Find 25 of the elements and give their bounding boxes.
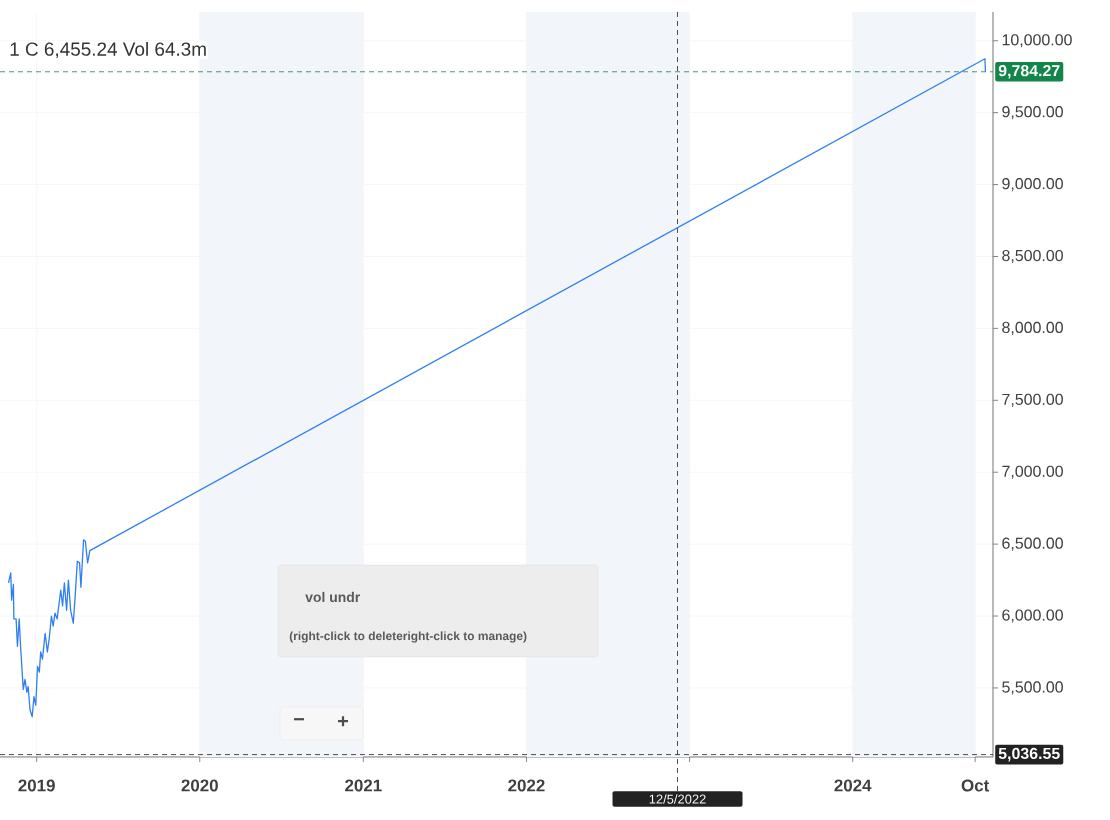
y-tick-label: 8,500.00	[1002, 249, 1063, 264]
y-tick-label: 10,000.00	[1002, 34, 1072, 48]
y-tick-label: 5,500.00	[1002, 681, 1063, 695]
y-tick-label: 9,500.00	[1002, 106, 1063, 120]
y-tick-label: 9,000.00	[1002, 177, 1063, 192]
y-tick-label: 7,500.00	[1002, 393, 1063, 407]
x-tick-label: 2019	[18, 779, 55, 792]
annotation: −	[294, 718, 304, 721]
y-tick-label: 8,000.00	[1002, 321, 1063, 335]
x-tick-label: 2021	[345, 779, 382, 792]
annotation: vol undr	[305, 591, 361, 603]
line-series	[7, 58, 987, 718]
y-tick-label: 7,000.00	[1002, 465, 1063, 479]
y-tick-label: 6,000.00	[1002, 609, 1063, 623]
x-tick-label: 2022	[508, 779, 545, 792]
ref-line-label: 9,784.27	[998, 64, 1060, 79]
y-tick-label: 6,500.00	[1002, 537, 1063, 551]
x-tick-label: 2020	[181, 779, 218, 792]
annotation: (right-click to deleteright-click to manage)	[289, 631, 527, 643]
x-tick-label: 2024	[834, 779, 872, 792]
x-tick-label: Oct	[961, 779, 990, 792]
annotation: +	[338, 716, 349, 727]
ref-line-label: 5,036.55	[998, 747, 1060, 762]
ref-line-label: 12/5/2022	[649, 794, 706, 804]
annotation: 1 C 6,455.24 Vol 64.3m	[10, 41, 206, 59]
